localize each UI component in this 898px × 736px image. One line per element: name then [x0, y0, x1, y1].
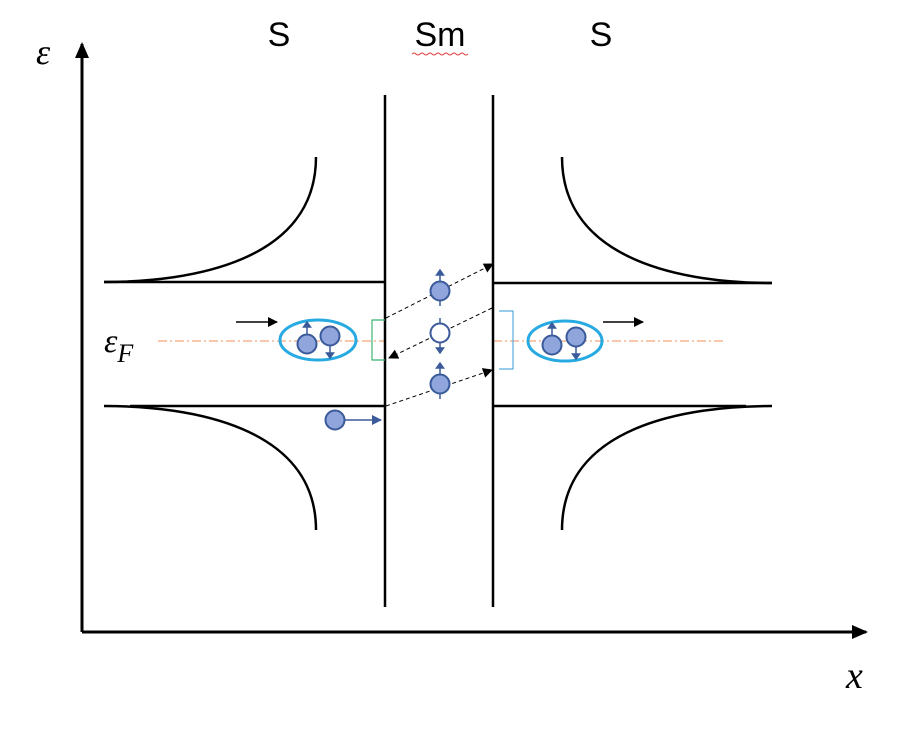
spin-down-arrow-icon	[325, 346, 335, 360]
fermi-subscript: F	[116, 339, 134, 368]
left-cooper-pair-ellipse	[278, 318, 358, 362]
right-lower-band	[560, 404, 773, 531]
sm-electron-lower	[429, 373, 451, 395]
left-interface-bracket	[371, 319, 385, 361]
spin-up-arrow-icon	[302, 320, 312, 334]
spin-up-arrow-icon	[435, 268, 445, 281]
left-pair-electron-1	[296, 333, 318, 355]
left-pair-electron-2	[319, 325, 341, 347]
right-pair-electron-1	[541, 334, 563, 356]
spin-up-arrow-icon	[435, 361, 445, 374]
y-axis-label: ε	[36, 32, 51, 72]
left-lower-band	[103, 404, 318, 531]
spin-down-arrow-icon	[571, 347, 581, 361]
region-label-left-s: S	[268, 16, 291, 54]
right-cooper-pair-ellipse	[526, 319, 604, 363]
fermi-level-label: εF	[104, 323, 134, 368]
left-upper-band	[103, 156, 318, 284]
x-axis-label: x	[845, 655, 863, 697]
region-label-sm: Sm	[415, 16, 466, 54]
spin-down-arrow-icon	[435, 343, 445, 355]
right-upper-band	[560, 156, 773, 285]
spin-up-arrow-icon	[547, 321, 557, 335]
incoming-electron	[324, 409, 346, 431]
region-label-right-s: S	[590, 16, 613, 54]
sm-hole	[429, 322, 451, 344]
spellcheck-underline	[411, 52, 469, 56]
fermi-symbol: ε	[104, 323, 118, 360]
right-pair-electron-2	[565, 326, 587, 348]
trajectory-in-electron	[385, 368, 493, 407]
right-interface-bracket	[499, 310, 514, 370]
sm-electron-upper	[429, 280, 451, 302]
